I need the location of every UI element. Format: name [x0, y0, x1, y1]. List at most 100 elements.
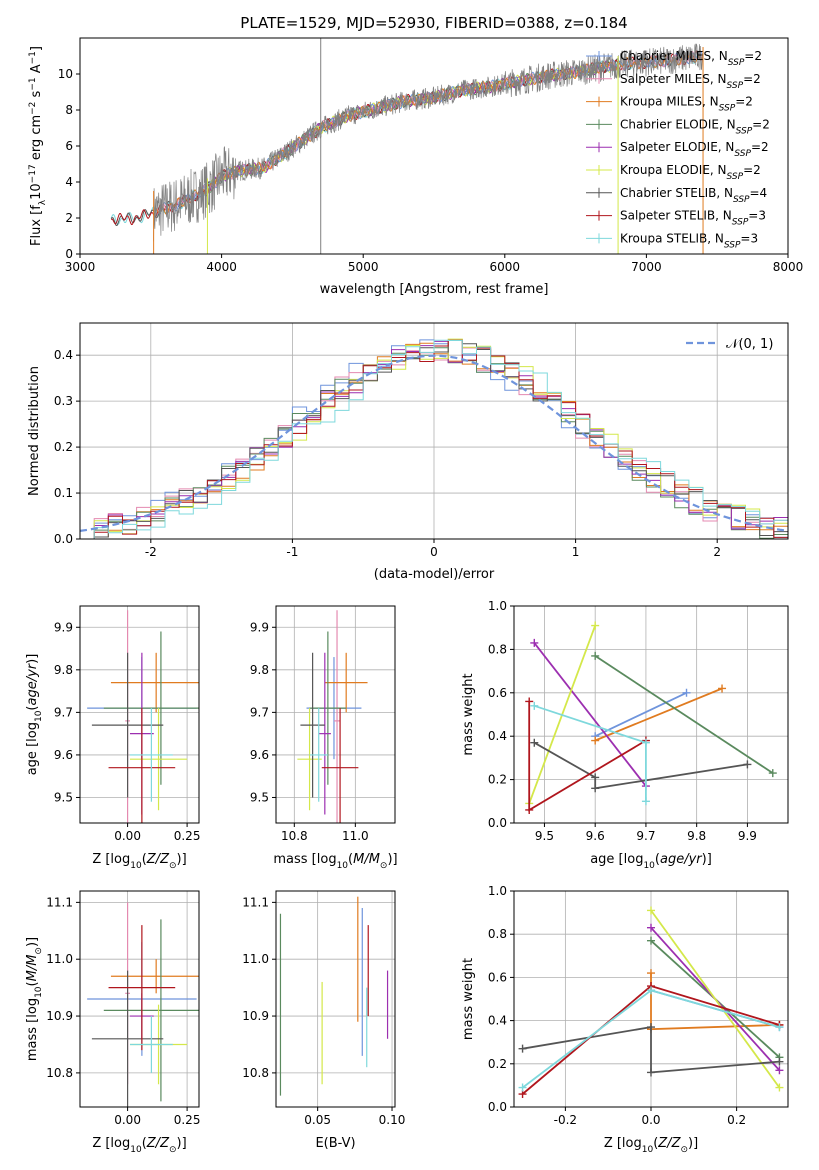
y-axis-label: age [log10(age/yr)] [25, 654, 44, 776]
y-tick-label: 9.9 [250, 620, 269, 634]
panel-age_vs_mass: 10.8 11.0 9.5 9.6 9.7 9.8 9.9 mass [log10(M/M⊙)… [250, 605, 398, 871]
plot-area [87, 610, 199, 823]
histogram-series [80, 339, 788, 539]
legend-entry: Chabrier STELIB, NSSP=4 [620, 186, 767, 205]
y-tick-label: 1.0 [488, 884, 507, 898]
x-tick-label: 0.25 [174, 1113, 201, 1127]
y-tick-label: 0.0 [488, 1100, 507, 1114]
y-tick-label: 10.9 [46, 1009, 73, 1023]
weight-line [594, 687, 723, 742]
y-tick-label: 4 [65, 175, 73, 189]
weight-point [591, 736, 600, 745]
x-tick-label: 9.6 [586, 829, 605, 843]
y-tick-label: 0.4 [488, 1014, 507, 1028]
legend-entry: Kroupa STELIB, NSSP=3 [620, 231, 758, 250]
x-tick-label: 0.00 [114, 1113, 141, 1127]
weight-point [775, 1023, 784, 1032]
weight-line [594, 655, 774, 774]
legend-entry: 𝒩(0, 1) [726, 337, 773, 352]
legend-entry: Kroupa ELODIE, NSSP=2 [620, 163, 761, 182]
y-tick-label: 0.4 [488, 729, 507, 743]
weight-point [641, 797, 650, 806]
weight-point [647, 1023, 655, 1032]
model-spectrum [110, 50, 703, 227]
y-tick-label: 11.1 [46, 895, 73, 909]
y-tick-label: 0 [65, 247, 73, 261]
weight-line [594, 691, 687, 738]
x-tick-label: -1 [286, 545, 298, 559]
y-tick-label: 11.1 [242, 895, 269, 909]
weight-point [518, 1083, 527, 1092]
x-tick-label: 8000 [773, 260, 804, 274]
plot-area [297, 610, 368, 823]
y-tick-label: 9.5 [250, 790, 269, 804]
weight-line [650, 909, 781, 1089]
weight-point [591, 773, 600, 782]
weight-point [591, 651, 600, 660]
weight-point [591, 621, 600, 630]
x-axis-label: wavelength [Angstrom, rest frame] [320, 282, 549, 297]
x-tick-label: 6000 [490, 260, 521, 274]
y-tick-label: 0.4 [54, 348, 73, 362]
axes-frame [79, 605, 200, 824]
y-axis-label: Flux [fλ10−17 erg cm−2 s−1 A−1] [28, 46, 48, 246]
weight-point [641, 738, 650, 747]
figure-title: PLATE=1529, MJD=52930, FIBERID=0388, z=0… [240, 14, 627, 32]
x-tick-label: 0.05 [304, 1113, 331, 1127]
weight-point [682, 688, 691, 697]
x-tick-label: 2 [713, 545, 721, 559]
legend-entry: Chabrier ELODIE, NSSP=2 [620, 117, 770, 136]
y-tick-label: 0.0 [488, 816, 507, 830]
histogram-series [80, 339, 788, 539]
weight-point [530, 701, 539, 710]
x-axis-label: E(B-V) [315, 1136, 355, 1151]
x-axis-label: Z [log10(Z/Z⊙)] [604, 1136, 698, 1155]
x-axis-label: (data-model)/error [374, 567, 495, 582]
y-tick-label: 0.8 [488, 642, 507, 656]
normal-curve [80, 354, 788, 532]
weight-point [768, 769, 777, 778]
y-tick-label: 8 [65, 103, 73, 117]
legend-entry: Salpeter ELODIE, NSSP=2 [620, 140, 769, 159]
y-tick-label: 0.2 [54, 440, 73, 454]
y-tick-label: 1.0 [488, 599, 507, 613]
x-tick-label: 0.0 [641, 1113, 660, 1127]
weight-point [743, 760, 752, 769]
plot-area [518, 906, 784, 1099]
model-spectrum [110, 50, 703, 226]
x-tick-label: 0.2 [727, 1113, 746, 1127]
x-tick-label: 9.8 [687, 829, 706, 843]
legend-entry: Kroupa MILES, NSSP=2 [620, 95, 753, 114]
panel-mass_vs_ebv: 0.05 0.10 10.8 10.9 11.0 11.1 E(B-V) [242, 890, 405, 1151]
legend-entry: Salpeter MILES, NSSP=2 [620, 72, 761, 91]
panel-weight_vs_age: 9.5 9.6 9.7 9.8 9.9 0.0 0.2 0.4 0.6 0.8 1.0 mass we… [461, 599, 789, 871]
x-tick-label: 10.8 [281, 829, 308, 843]
y-tick-label: 0.6 [488, 686, 507, 700]
x-tick-label: 5000 [348, 260, 379, 274]
legend-entry: Chabrier MILES, NSSP=2 [620, 49, 762, 68]
y-tick-label: 9.9 [54, 620, 73, 634]
weight-point [647, 936, 655, 945]
x-tick-label: 4000 [206, 260, 237, 274]
weight-line [533, 741, 748, 790]
y-tick-label: 10.9 [242, 1009, 269, 1023]
x-tick-label: -0.2 [554, 1113, 577, 1127]
weight-point [647, 923, 655, 932]
y-tick-label: 9.7 [54, 705, 73, 719]
y-tick-label: 0.0 [54, 532, 73, 546]
x-tick-label: 9.5 [535, 829, 554, 843]
weight-point [591, 784, 600, 793]
y-tick-label: 9.6 [54, 748, 73, 762]
y-tick-label: 0.6 [488, 970, 507, 984]
weight-line [533, 642, 647, 787]
y-tick-label: 9.8 [54, 663, 73, 677]
axes-frame [275, 890, 396, 1108]
y-tick-label: 9.5 [54, 790, 73, 804]
x-tick-label: -2 [145, 545, 157, 559]
y-axis-label: mass [log10(M/M⊙)] [25, 937, 44, 1061]
y-tick-label: 0.1 [54, 486, 73, 500]
x-tick-label: 0 [430, 545, 438, 559]
legend-entry: Salpeter STELIB, NSSP=3 [620, 209, 766, 228]
x-tick-label: 9.7 [636, 829, 655, 843]
